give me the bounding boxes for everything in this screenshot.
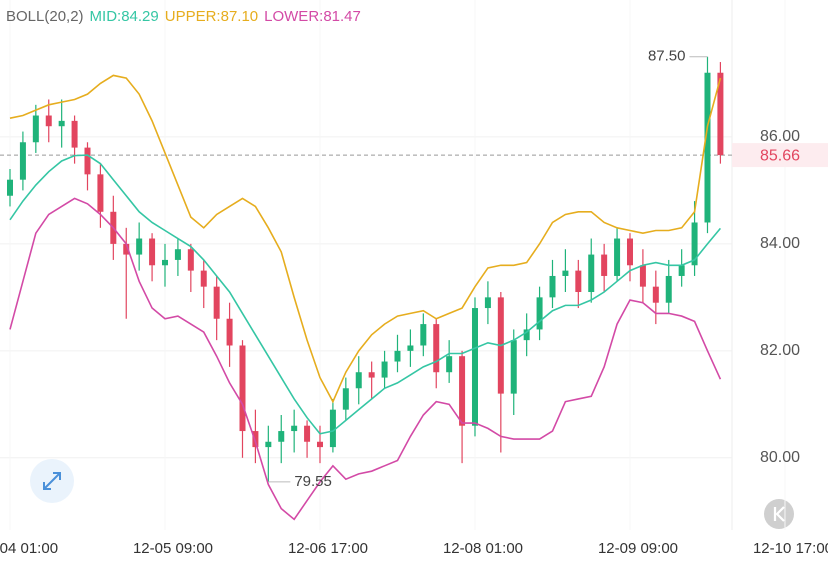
expand-button[interactable]	[30, 459, 74, 503]
candle-body	[200, 270, 207, 287]
candle-body	[19, 142, 26, 180]
candle-body	[304, 425, 311, 442]
indicator-name: BOLL(20,2)	[6, 8, 84, 25]
candle-body	[407, 345, 414, 351]
candle-body	[575, 270, 582, 293]
candle-body	[291, 425, 298, 432]
candle-body	[471, 308, 478, 426]
candle-body	[484, 297, 491, 309]
y-tick-label: 84.00	[760, 235, 800, 252]
candle-body	[536, 297, 543, 330]
x-tick-label: 12-09 09:00	[598, 540, 678, 557]
candle-body	[32, 115, 39, 143]
y-tick-label: 82.00	[760, 342, 800, 359]
candle-body	[652, 286, 659, 303]
candle-body	[588, 254, 595, 293]
candle-body	[678, 265, 685, 276]
candle-body	[368, 372, 375, 378]
x-tick-label: 12-05 09:00	[133, 540, 213, 557]
candle-body	[278, 431, 285, 442]
candle-body	[601, 254, 608, 276]
x-tick-label: 12-04 01:00	[0, 540, 58, 557]
candle-body	[394, 350, 401, 362]
candle-body	[174, 249, 181, 260]
candle-body	[45, 115, 52, 127]
x-tick-label: 12-06 17:00	[288, 540, 368, 557]
band-line	[9, 74, 722, 404]
y-tick-label: 80.00	[760, 449, 800, 466]
candle-body	[459, 356, 466, 426]
candle-body	[717, 72, 724, 156]
candle-body	[562, 270, 569, 276]
candle-body	[381, 361, 388, 378]
candle-body	[329, 409, 336, 448]
candle-body	[97, 174, 104, 212]
candle-body	[691, 222, 698, 266]
annotation-label: 79.55	[294, 473, 332, 490]
candle-body	[252, 431, 259, 448]
candle-body	[665, 275, 672, 303]
legend-entry: LOWER:81.47	[264, 8, 361, 25]
candle-body	[342, 388, 349, 410]
candle-body	[226, 318, 233, 346]
candle-body	[614, 238, 621, 276]
candle-body	[626, 238, 633, 266]
candle-body	[71, 120, 78, 148]
candle-body	[239, 345, 246, 432]
x-tick-label: 12-10 17:00	[753, 540, 828, 557]
legend-entry: MID:84.29	[89, 8, 159, 25]
candle-body	[149, 238, 156, 266]
candle-body	[549, 275, 556, 298]
x-tick-label: 12-08 01:00	[443, 540, 523, 557]
last-price-tag	[732, 143, 828, 168]
band-line	[9, 197, 722, 521]
candle-body	[58, 120, 65, 127]
candle-body	[316, 441, 323, 448]
candle-body	[510, 340, 517, 394]
candle-body	[704, 72, 711, 223]
back-to-latest-button[interactable]	[764, 499, 794, 529]
candle-body	[187, 249, 194, 271]
legend-entry: UPPER:87.10	[164, 8, 259, 25]
indicator-legend: BOLL(20,2) MID:84.29 UPPER:87.10 LOWER:81.4…	[6, 8, 367, 25]
annotation-label: 87.50	[648, 48, 686, 65]
candle-body	[433, 324, 440, 373]
candles	[6, 56, 724, 482]
candle-body	[161, 259, 168, 266]
last-price-label: 85.66	[760, 147, 800, 164]
candle-body	[123, 243, 130, 255]
band-line	[9, 154, 722, 435]
candle-body	[213, 286, 220, 319]
candle-body	[523, 329, 530, 341]
candle-body	[136, 238, 143, 255]
candle-body	[446, 356, 453, 373]
candle-body	[84, 147, 91, 175]
candle-body	[420, 324, 427, 346]
candle-body	[355, 372, 362, 389]
candle-body	[6, 179, 13, 196]
y-tick-label: 86.00	[760, 128, 800, 145]
candle-body	[265, 441, 272, 448]
candle-body	[639, 265, 646, 287]
